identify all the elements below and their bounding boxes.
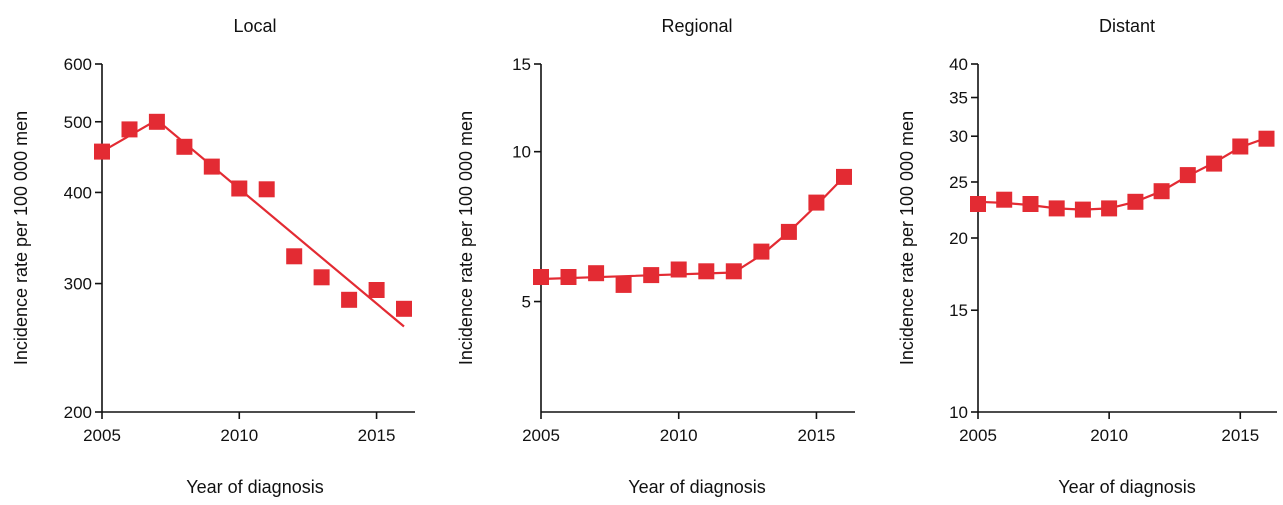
y-tick-label: 10 xyxy=(949,403,968,422)
trend-line xyxy=(101,118,405,328)
data-point xyxy=(396,300,412,317)
y-axis-label: Incidence rate per 100 000 men xyxy=(456,111,476,365)
chart-panel-3: Distant 10 15 20 25 30 35 40 2005 2010 2015 Year of… xyxy=(897,16,1277,497)
trend-line xyxy=(540,176,845,281)
data-point xyxy=(1258,130,1275,147)
data-point xyxy=(121,121,138,138)
data-point xyxy=(1022,196,1039,212)
data-point xyxy=(836,168,852,185)
y-tick-label: 20 xyxy=(949,229,968,248)
data-point xyxy=(1232,138,1249,155)
data-point xyxy=(643,267,660,284)
y-tick-label: 15 xyxy=(949,301,968,320)
data-point xyxy=(258,181,275,198)
y-tick-label: 15 xyxy=(512,55,531,74)
data-point xyxy=(94,143,110,160)
chart-panel-1: Local 200 300 400 500 600 2005 2010 2015 Year of … xyxy=(11,16,415,497)
chart-title: Distant xyxy=(1099,16,1155,36)
y-tick-label: 40 xyxy=(949,55,968,74)
x-tick-label: 2005 xyxy=(83,426,121,445)
trend-line xyxy=(977,136,1267,211)
data-point xyxy=(533,269,549,285)
y-tick-label: 600 xyxy=(64,55,92,74)
chart-title: Local xyxy=(233,16,276,36)
x-axis-label: Year of diagnosis xyxy=(186,477,323,497)
x-tick-label: 2015 xyxy=(1221,426,1259,445)
data-point xyxy=(176,138,193,155)
data-point xyxy=(970,196,986,212)
data-point xyxy=(670,261,687,278)
y-tick-label: 10 xyxy=(512,143,531,162)
y-axis-label: Incidence rate per 100 000 men xyxy=(897,111,917,365)
x-tick-label: 2010 xyxy=(1090,426,1128,445)
chart-title: Regional xyxy=(661,16,732,36)
data-point xyxy=(615,276,632,293)
data-point xyxy=(368,282,385,298)
data-point xyxy=(1101,200,1118,217)
data-point xyxy=(780,223,797,240)
y-tick-label: 35 xyxy=(949,89,968,108)
data-point xyxy=(753,243,770,260)
data-point xyxy=(203,158,220,175)
data-point xyxy=(313,269,330,286)
y-tick-label: 400 xyxy=(64,183,92,202)
y-tick-label: 300 xyxy=(64,275,92,294)
y-tick-label: 500 xyxy=(64,113,92,132)
data-point xyxy=(1127,193,1144,210)
data-point xyxy=(808,194,825,211)
data-point xyxy=(341,291,358,308)
data-point xyxy=(996,191,1013,208)
chart-panel-2: Regional 5 10 15 2005 2010 2015 Year of diagnos… xyxy=(456,16,855,497)
data-point xyxy=(588,265,605,282)
x-tick-label: 2005 xyxy=(959,426,997,445)
data-point xyxy=(698,263,715,280)
x-tick-label: 2015 xyxy=(358,426,396,445)
data-point xyxy=(286,248,303,265)
data-point xyxy=(1179,167,1196,184)
data-point xyxy=(148,113,165,130)
data-point xyxy=(1048,200,1065,217)
x-axis-label: Year of diagnosis xyxy=(1058,477,1195,497)
data-point xyxy=(1153,183,1170,200)
data-point xyxy=(1206,155,1223,172)
x-tick-label: 2005 xyxy=(522,426,560,445)
y-tick-label: 5 xyxy=(522,293,531,312)
x-tick-label: 2010 xyxy=(220,426,258,445)
data-point xyxy=(560,269,577,285)
y-tick-label: 25 xyxy=(949,173,968,192)
y-tick-label: 200 xyxy=(64,403,92,422)
y-axis-label: Incidence rate per 100 000 men xyxy=(11,111,31,365)
y-tick-label: 30 xyxy=(949,127,968,146)
x-tick-label: 2015 xyxy=(798,426,836,445)
x-axis-label: Year of diagnosis xyxy=(628,477,765,497)
data-point xyxy=(725,263,742,280)
data-point xyxy=(231,180,248,197)
x-tick-label: 2010 xyxy=(660,426,698,445)
data-point xyxy=(1074,201,1091,218)
